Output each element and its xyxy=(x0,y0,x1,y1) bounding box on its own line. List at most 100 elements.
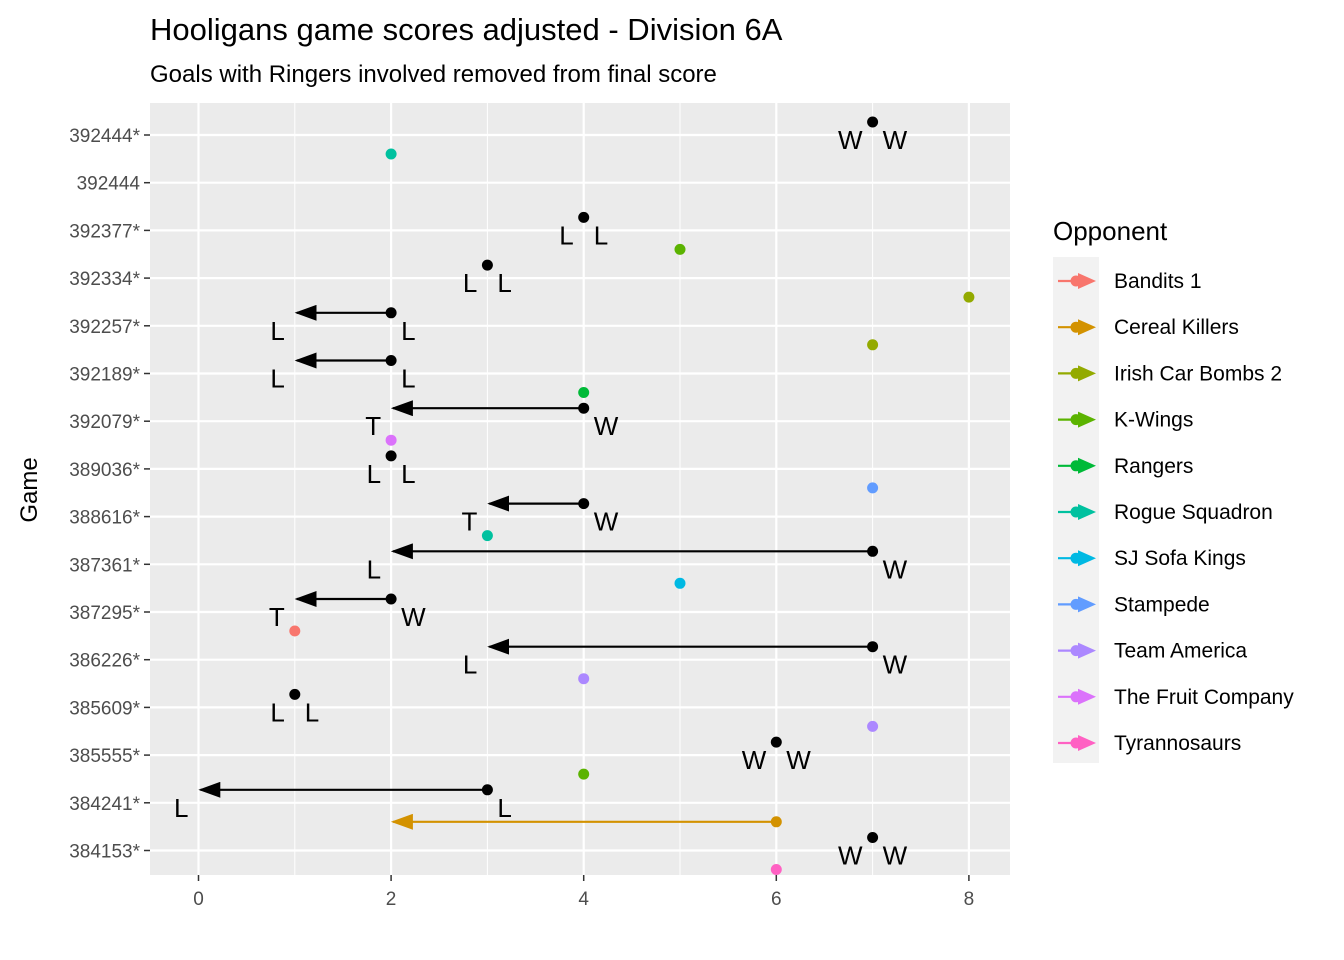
y-tick-label: 389036* xyxy=(69,460,140,481)
result-label-before: L xyxy=(401,364,415,394)
opponent-point xyxy=(578,673,590,685)
legend-label: K-Wings xyxy=(1114,409,1193,432)
result-label-before: W xyxy=(594,411,619,441)
legend-label: The Fruit Company xyxy=(1114,686,1294,709)
opponent-point xyxy=(867,482,879,494)
opponent-point xyxy=(674,577,686,589)
legend-key-point xyxy=(1070,506,1082,518)
plot-panel xyxy=(150,103,1010,875)
opponent-point xyxy=(385,434,397,446)
result-label-before: W xyxy=(401,602,426,632)
hooligans-point xyxy=(481,784,493,796)
result-label-after: W xyxy=(838,125,863,155)
legend-key-arrow xyxy=(1078,688,1096,705)
opponent-point xyxy=(867,720,879,732)
legend-key-point xyxy=(1070,275,1082,287)
y-tick-label: 392377* xyxy=(69,221,140,242)
legend-label: Tyrannosaurs xyxy=(1114,732,1241,755)
x-tick-label: 0 xyxy=(193,889,204,910)
legend-key-point xyxy=(1070,691,1082,703)
result-label-after: L xyxy=(174,793,188,823)
result-label-before: L xyxy=(401,459,415,489)
opponent-point xyxy=(385,148,397,160)
result-label-after: L xyxy=(367,554,381,584)
y-tick-label: 392257* xyxy=(69,317,140,338)
opponent-point xyxy=(578,387,590,398)
legend-key-arrow xyxy=(1078,642,1096,659)
opponent-point xyxy=(481,530,493,542)
y-tick-label: 387361* xyxy=(69,555,140,576)
hooligans-point xyxy=(385,307,397,319)
legend-key-arrow xyxy=(1078,735,1096,751)
result-label-after: T xyxy=(269,602,285,632)
legend-key-point xyxy=(1070,737,1082,749)
result-label-after: L xyxy=(559,220,573,250)
hooligans-point xyxy=(385,450,397,462)
y-tick-label: 388616* xyxy=(69,508,140,529)
hooligans-point xyxy=(867,832,879,843)
legend-key-point xyxy=(1070,367,1082,379)
result-label-after: L xyxy=(270,364,284,394)
legend-key-arrow xyxy=(1078,273,1096,289)
hooligans-point xyxy=(867,545,879,557)
chart-title: Hooligans game scores adjusted - Divisio… xyxy=(150,12,783,47)
result-label-before: W xyxy=(883,650,908,680)
hooligans-point xyxy=(385,355,397,366)
result-label-before: L xyxy=(497,793,511,823)
legend-key-point xyxy=(1070,321,1082,333)
y-tick-label: 386226* xyxy=(69,651,140,672)
result-label-after: T xyxy=(365,411,381,441)
legend-key-arrow xyxy=(1078,504,1096,520)
legend-label: Bandits 1 xyxy=(1114,270,1202,293)
result-label-before: L xyxy=(497,268,511,298)
opponent-point xyxy=(674,243,686,255)
opponent-marks xyxy=(289,148,975,875)
legend-label: Rangers xyxy=(1114,455,1193,478)
opponent-point xyxy=(770,864,782,875)
y-tick-label: 392444* xyxy=(69,126,140,147)
opponent-point xyxy=(289,625,301,637)
legend-label: Team America xyxy=(1114,640,1247,663)
legend-key-arrow xyxy=(1078,365,1096,382)
result-label-before: L xyxy=(305,697,319,727)
result-label-before: W xyxy=(594,507,619,537)
legend-label: SJ Sofa Kings xyxy=(1114,547,1246,570)
result-label-after: L xyxy=(463,650,477,680)
legend-key-arrow xyxy=(1078,411,1096,428)
y-tick-label: 387295* xyxy=(69,603,140,624)
hooligans-point xyxy=(770,736,782,748)
hooligans-point xyxy=(578,402,590,414)
hooligans-point xyxy=(578,211,590,223)
legend-key-point xyxy=(1070,414,1082,426)
hooligans-point xyxy=(867,641,879,653)
hooligans-point xyxy=(867,116,879,128)
legend-label: Stampede xyxy=(1114,593,1210,616)
result-label-before: W xyxy=(883,841,908,871)
y-axis-title: Game xyxy=(16,457,43,522)
x-axis: 0 2 4 6 8 xyxy=(193,875,974,910)
result-label-after: T xyxy=(462,507,478,537)
result-label-before: W xyxy=(786,745,811,775)
legend-key-arrow xyxy=(1078,457,1096,474)
x-tick-label: 4 xyxy=(578,889,589,910)
result-label-before: W xyxy=(883,554,908,584)
result-label-after: L xyxy=(270,697,284,727)
legend-label: Cereal Killers xyxy=(1114,316,1239,339)
legend-title: Opponent xyxy=(1053,216,1168,246)
legend-key-point xyxy=(1070,598,1082,610)
result-label-before: W xyxy=(883,125,908,155)
legend-key-arrow xyxy=(1078,550,1096,567)
legend-key-point xyxy=(1070,645,1082,657)
y-tick-label: 384241* xyxy=(69,794,140,815)
legend-key-point xyxy=(1070,552,1082,564)
x-tick-label: 8 xyxy=(964,889,975,910)
y-tick-label: 392334* xyxy=(69,269,140,290)
legend-key-point xyxy=(1070,460,1082,472)
chart-subtitle: Goals with Ringers involved removed from… xyxy=(150,61,717,88)
hooligans-point xyxy=(385,593,397,605)
grid-major xyxy=(150,103,1010,875)
x-tick-label: 6 xyxy=(771,889,782,910)
legend-label: Irish Car Bombs 2 xyxy=(1114,362,1282,385)
